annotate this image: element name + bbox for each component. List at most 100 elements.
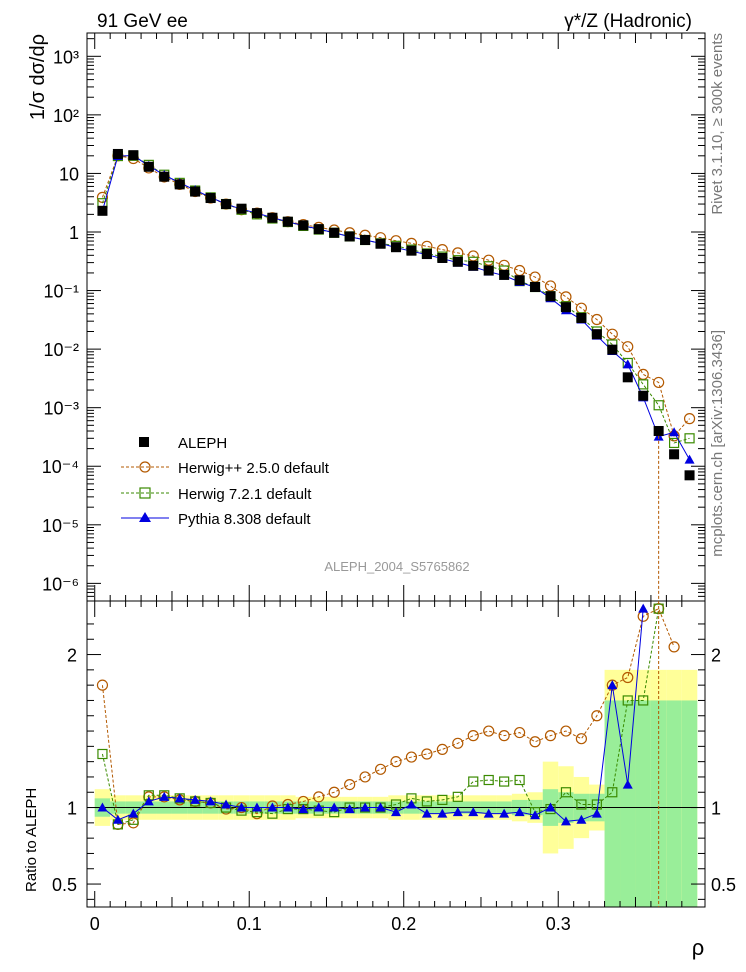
y-tick-label: 10³ xyxy=(53,47,79,67)
legend-marker-herwigpp xyxy=(139,461,151,473)
point-aleph xyxy=(190,186,201,197)
ratio-point-herwig-7-2-1-default xyxy=(483,774,494,786)
ratio-tick-label-right: 2 xyxy=(711,646,721,666)
ratio-point-pythia-8-308-default xyxy=(421,808,432,818)
point-aleph xyxy=(545,291,556,302)
legend-label-herwigpp: Herwig++ 2.5.0 default xyxy=(178,460,330,477)
point-aleph xyxy=(375,238,386,249)
point-aleph xyxy=(452,256,463,267)
point-aleph xyxy=(159,171,170,182)
ratio-point-pythia-8-308-default xyxy=(128,808,139,818)
y-axis-title: 1/σ dσ/dρ xyxy=(27,34,49,120)
point-pythia-8-308-default xyxy=(669,427,680,437)
ratio-plot: 2 2 1 1 0.5 0.5 0 0.1 0.2 0.3 xyxy=(52,600,736,934)
x-tick-label: 0.1 xyxy=(237,914,262,934)
point-aleph xyxy=(483,265,494,276)
point-aleph xyxy=(205,193,216,204)
header-left: 91 GeV ee xyxy=(97,11,188,32)
ratio-point-herwig-7-2-1-default xyxy=(452,791,463,802)
side-label-rivet: Rivet 3.1.10, ≥ 300k events xyxy=(709,33,726,215)
point-aleph xyxy=(112,148,123,159)
ratio-point-herwig-2-5-0-default xyxy=(452,737,464,749)
y-tick-label: 10⁻⁶ xyxy=(42,574,79,594)
point-herwig-2-5-0-default xyxy=(637,368,649,381)
point-aleph xyxy=(669,449,680,460)
point-herwig-7-2-1-default xyxy=(653,400,664,411)
point-herwig-7-2-1-default xyxy=(684,433,695,444)
ratio-point-herwig-2-5-0-default xyxy=(96,679,109,691)
x-tick-label: 0.2 xyxy=(391,914,416,934)
ratio-point-pythia-8-308-default xyxy=(313,802,324,812)
ratio-point-pythia-8-308-default xyxy=(97,802,108,812)
y-tick-label: 10² xyxy=(53,106,79,126)
point-aleph xyxy=(267,212,278,223)
analysis-label: ALEPH_2004_S5765862 xyxy=(324,559,469,574)
point-herwig-2-5-0-default xyxy=(683,413,696,425)
point-aleph xyxy=(313,224,324,235)
ratio-point-herwig-7-2-1-default xyxy=(499,776,510,787)
point-aleph xyxy=(653,425,664,436)
ratio-point-herwig-2-5-0-default xyxy=(591,710,603,722)
ratio-point-pythia-8-308-default xyxy=(452,807,463,817)
ratio-tick-label: 2 xyxy=(67,646,77,666)
ratio-point-pythia-8-308-default xyxy=(329,802,340,812)
point-aleph xyxy=(499,269,510,280)
series-line-2 xyxy=(101,155,690,444)
ratio-point-pythia-8-308-default xyxy=(499,808,510,818)
ratio-point-herwig-2-5-0-default xyxy=(498,730,510,742)
ratio-tick-label: 0.5 xyxy=(52,875,77,895)
point-aleph xyxy=(607,344,618,355)
ratio-point-herwig-2-5-0-default xyxy=(390,756,402,768)
header-right: γ*/Z (Hadronic) xyxy=(564,11,692,32)
point-aleph xyxy=(391,242,401,253)
ratio-point-pythia-8-308-default xyxy=(221,799,232,809)
ratio-point-pythia-8-308-default xyxy=(190,794,201,804)
ratio-point-herwig-7-2-1-default xyxy=(622,695,633,706)
ratio-series-group xyxy=(96,601,680,907)
band-green xyxy=(620,700,636,907)
ratio-point-herwig-2-5-0-default xyxy=(313,791,325,803)
ratio-tick-label-right: 0.5 xyxy=(711,875,736,895)
point-aleph xyxy=(329,227,340,238)
ratio-point-herwig-7-2-1-default xyxy=(468,776,479,787)
point-herwig-2-5-0-default xyxy=(544,280,557,292)
ratio-axis-title: Ratio to ALEPH xyxy=(23,788,40,892)
ratio-point-pythia-8-308-default xyxy=(391,807,401,817)
band-green xyxy=(681,700,698,907)
point-pythia-8-308-default xyxy=(684,454,695,464)
ratio-point-herwig-2-5-0-default xyxy=(529,736,541,748)
legend-label-aleph: ALEPH xyxy=(178,435,227,452)
legend-marker-herwig7 xyxy=(139,487,151,499)
ratio-point-pythia-8-308-default xyxy=(437,808,448,818)
point-aleph xyxy=(360,234,371,245)
x-axis-title: ρ xyxy=(692,935,705,960)
point-aleph xyxy=(468,260,479,271)
ratio-point-pythia-8-308-default xyxy=(638,603,649,613)
ratio-point-pythia-8-308-default xyxy=(174,793,185,803)
ratio-point-pythia-8-308-default xyxy=(282,802,293,812)
point-herwig-2-5-0-default xyxy=(606,328,618,340)
ratio-point-herwig-7-2-1-default xyxy=(560,787,572,798)
ratio-point-herwig-7-2-1-default xyxy=(421,796,432,807)
legend-marker-aleph xyxy=(139,437,149,447)
ratio-point-pythia-8-308-default xyxy=(607,680,618,690)
ratio-point-herwig-2-5-0-default xyxy=(436,743,448,756)
point-aleph xyxy=(97,205,108,216)
ratio-point-herwig-2-5-0-default xyxy=(513,726,526,739)
ratio-point-pythia-8-308-default xyxy=(622,779,633,789)
x-tick-label: 0.3 xyxy=(546,914,571,934)
point-aleph xyxy=(576,312,587,323)
ratio-point-herwig-2-5-0-default xyxy=(328,786,340,798)
point-aleph xyxy=(236,203,247,214)
ratio-point-pythia-8-308-default xyxy=(205,796,216,806)
point-aleph xyxy=(128,150,139,161)
point-aleph xyxy=(251,208,262,219)
ratio-point-herwig-2-5-0-default xyxy=(668,641,680,653)
ratio-point-pythia-8-308-default xyxy=(545,802,556,812)
ratio-tick-label: 1 xyxy=(67,799,77,819)
side-label-mcplots: mcplots.cern.ch [arXiv:1306.3436] xyxy=(709,330,726,557)
ratio-point-herwig-7-2-1-default xyxy=(607,787,618,798)
ratio-point-pythia-8-308-default xyxy=(576,814,587,824)
y-tick-label: 1 xyxy=(69,223,79,243)
